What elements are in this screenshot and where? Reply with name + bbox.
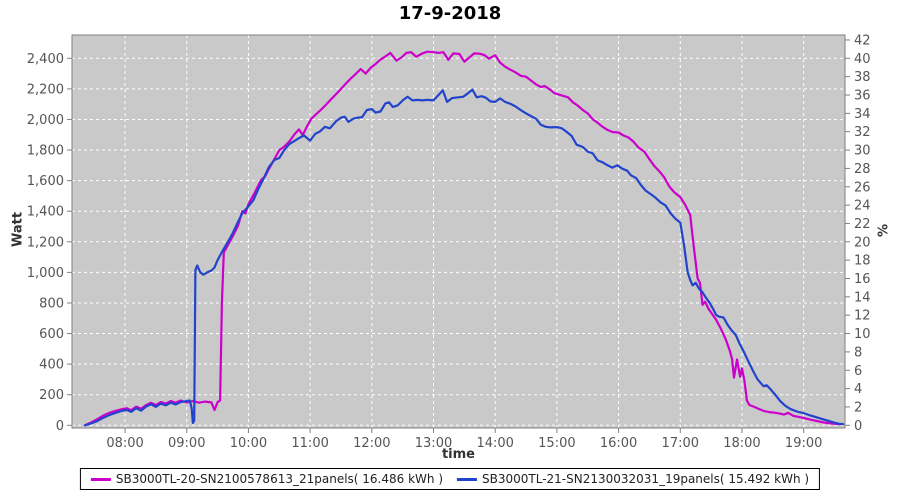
x-tick-label: 18:00 [723,436,760,451]
x-tick-label: 16:00 [600,436,637,451]
right-tick-label: 8 [854,345,862,360]
right-tick-label: 28 [854,162,871,177]
series2-label: SB3000TL-21-SN2130032031_19panels( 15.49… [482,472,810,486]
x-tick-label: 14:00 [476,436,513,451]
chart-title: 17-9-2018 [398,3,502,24]
right-tick-label: 12 [854,309,871,324]
x-tick-label: 11:00 [291,436,328,451]
left-tick-label: 2,200 [27,82,64,97]
left-tick-label: 200 [39,388,64,403]
right-tick-label: 42 [854,33,871,48]
series1-label: SB3000TL-20-SN2100578613_21panels( 16.48… [115,472,443,486]
left-tick-label: 2,000 [27,113,64,128]
right-tick-label: 18 [854,254,871,269]
series1-color-swatch [90,477,111,481]
right-tick-label: 36 [854,89,871,104]
right-tick-label: 40 [854,52,871,67]
legend-item-series2: SB3000TL-21-SN2130032031_19panels( 15.49… [457,472,809,486]
right-tick-label: 6 [854,364,862,379]
right-tick-label: 22 [854,217,871,232]
x-tick-label: 09:00 [168,436,205,451]
right-tick-label: 26 [854,180,871,195]
right-tick-label: 16 [854,272,871,287]
right-tick-label: 14 [854,290,871,305]
series-line-2 [83,88,845,427]
left-tick-label: 1,800 [27,144,64,159]
x-tick-label: 12:00 [353,436,390,451]
plot-background [72,35,845,428]
series2-color-swatch [457,477,477,481]
x-tick-label: 13:00 [415,436,452,451]
legend: SB3000TL-20-SN2100578613_21panels( 16.48… [79,468,821,490]
x-tick-label: 19:00 [785,436,822,451]
series-line-1 [83,50,842,427]
x-tick-label: 17:00 [662,436,699,451]
right-tick-label: 38 [854,70,871,85]
left-tick-label: 1,000 [27,266,64,281]
left-tick-label: 400 [39,358,64,373]
right-axis-title: % [876,223,892,238]
right-tick-label: 20 [854,235,871,250]
right-tick-label: 34 [854,107,871,122]
left-axis-title: Watt [10,211,26,248]
right-tick-label: 30 [854,144,871,159]
left-tick-label: 800 [39,296,64,311]
x-tick-label: 08:00 [106,436,143,451]
left-tick-label: 1,600 [27,174,64,189]
left-tick-label: 0 [56,419,64,434]
x-tick-label: 10:00 [230,436,267,451]
right-tick-label: 0 [854,419,862,434]
right-tick-label: 10 [854,327,871,342]
left-tick-label: 2,400 [27,52,64,67]
legend-item-series1: SB3000TL-20-SN2100578613_21panels( 16.48… [90,472,443,486]
plot-border [71,34,846,429]
right-tick-label: 2 [854,400,862,415]
right-tick-label: 4 [854,382,862,397]
left-tick-label: 1,200 [27,235,64,250]
x-axis-title: time [441,447,476,462]
right-tick-label: 32 [854,125,871,140]
right-tick-label: 24 [854,199,871,214]
x-tick-label: 15:00 [538,436,575,451]
left-tick-label: 600 [39,327,64,342]
left-tick-label: 1,400 [27,205,64,220]
